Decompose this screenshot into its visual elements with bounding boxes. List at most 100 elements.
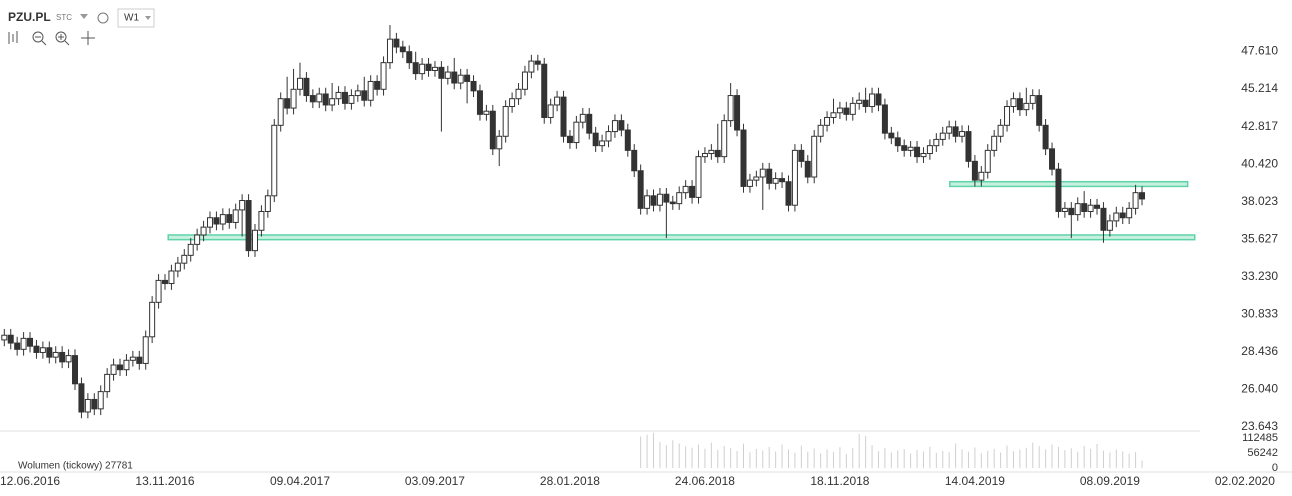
candle: [939, 126, 946, 146]
symbol[interactable]: PZU.PL: [8, 10, 51, 24]
candle-body: [573, 121, 580, 144]
candle-body: [836, 107, 843, 114]
candle-body: [33, 345, 40, 353]
candle-body: [605, 131, 612, 142]
candle: [457, 68, 464, 90]
candle-body: [714, 149, 721, 158]
candle: [1023, 87, 1030, 116]
candle-body: [560, 96, 567, 137]
candle-body: [374, 80, 381, 90]
volume-tick-label: 112485: [1242, 432, 1278, 444]
candle-body: [451, 71, 458, 84]
candle: [1049, 142, 1056, 176]
candle-body: [843, 107, 850, 115]
candle: [232, 203, 239, 229]
candle: [91, 393, 98, 416]
candle-body: [322, 93, 329, 106]
candle-body: [907, 146, 914, 151]
candle: [946, 120, 953, 140]
candle: [110, 358, 117, 381]
candle-body: [1055, 168, 1062, 212]
candle: [290, 68, 297, 115]
candle-body: [682, 185, 689, 194]
candle-body: [78, 383, 85, 413]
candle-body: [541, 63, 548, 118]
candle-body: [72, 355, 79, 385]
candle-body: [849, 102, 856, 115]
candle: [554, 90, 561, 112]
info-icon[interactable]: [97, 12, 109, 24]
candle-body: [14, 342, 21, 350]
candle-body: [1094, 204, 1101, 209]
candle-body: [1068, 207, 1075, 216]
candle: [926, 139, 933, 160]
candle-body: [984, 149, 991, 173]
candle-body: [740, 129, 747, 187]
candle-body: [271, 124, 278, 197]
candle: [1081, 191, 1088, 218]
candle-body: [766, 168, 773, 184]
candle: [746, 173, 753, 193]
candle: [817, 119, 824, 143]
candle: [1061, 202, 1068, 218]
candle: [637, 164, 644, 215]
candle: [84, 393, 91, 419]
candle: [592, 126, 599, 152]
candle: [1029, 89, 1036, 110]
y-tick-label: 40.420: [1241, 156, 1278, 170]
interval-box[interactable]: [117, 8, 155, 28]
candles-tool[interactable]: [8, 31, 18, 44]
x-tick-label: 12.06.2016: [0, 474, 60, 488]
candle-body: [174, 262, 181, 272]
candle-body: [798, 149, 805, 162]
candle: [766, 162, 773, 190]
candle: [573, 115, 580, 149]
candle-body: [881, 104, 888, 134]
interval-arrow: [145, 16, 151, 20]
interval[interactable]: W1: [124, 13, 139, 24]
candle: [624, 123, 631, 157]
candle: [226, 208, 233, 229]
candle-body: [920, 153, 927, 158]
candle-body: [656, 193, 663, 206]
candle: [399, 40, 406, 58]
candle: [149, 296, 156, 344]
candle-body: [965, 131, 972, 162]
volume-label: Wolumen (tickowy) 27781: [18, 461, 133, 472]
candle-body: [817, 124, 824, 137]
candle-body: [1042, 124, 1049, 150]
zoom-in[interactable]: [55, 31, 67, 43]
candle-body: [1106, 220, 1113, 231]
candle: [689, 180, 696, 204]
candle-body: [1113, 212, 1120, 222]
x-tick-label: 09.04.2017: [270, 474, 330, 488]
candle-body: [579, 113, 586, 123]
candle-body: [20, 337, 27, 350]
candle-body: [380, 62, 387, 90]
candle: [348, 89, 355, 110]
candle-body: [59, 351, 66, 363]
candle-body: [734, 95, 741, 131]
candle: [515, 83, 522, 105]
zoom-out[interactable]: [32, 31, 44, 43]
candle: [354, 84, 361, 102]
candle-body: [123, 359, 130, 371]
move-tool[interactable]: [81, 31, 95, 45]
candle: [187, 238, 194, 262]
candle: [483, 104, 490, 121]
volume-tick-label: 0: [1272, 462, 1278, 474]
candle: [971, 155, 978, 187]
candle: [869, 87, 876, 113]
candle-body: [624, 129, 631, 151]
candle: [27, 332, 34, 353]
dropdown-icon[interactable]: [80, 14, 88, 19]
candle: [579, 108, 586, 129]
candle: [1036, 89, 1043, 132]
y-tick-label: 35.627: [1241, 231, 1278, 245]
candle: [1113, 206, 1120, 228]
candle-body: [200, 226, 207, 236]
candle: [779, 172, 786, 188]
candle-body: [1016, 98, 1023, 111]
candle: [1126, 202, 1133, 225]
candle-body: [316, 93, 323, 103]
